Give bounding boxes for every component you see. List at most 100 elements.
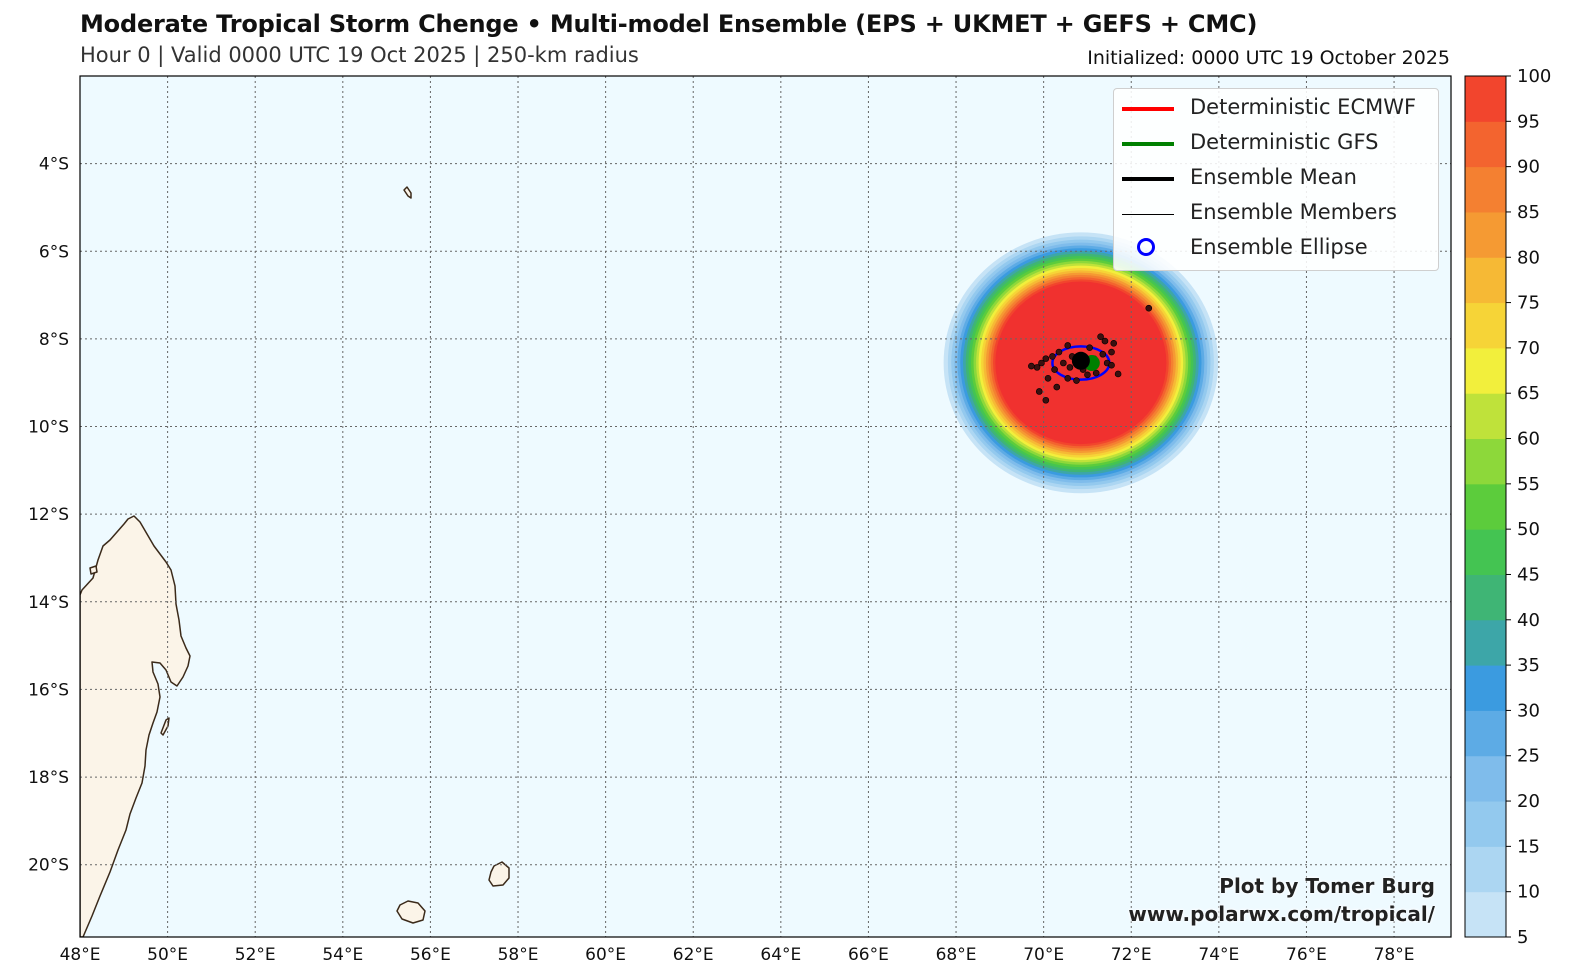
ensemble-member-point [1110, 339, 1118, 347]
lat-tick-label: 8°S [39, 330, 69, 350]
legend-swatch-ensemble-members [1122, 213, 1174, 215]
legend-label: Deterministic GFS [1190, 130, 1379, 154]
probability-colorbar: 5 10 15 20 25 30 35 40 45 50 55 60 65 70 75 80 85 90 95 100 [1464, 66, 1551, 948]
graticule [80, 76, 1451, 937]
ensemble-member-point [1084, 371, 1091, 379]
legend-label: Ensemble Members [1190, 200, 1397, 224]
colorbar-segment [1465, 347, 1506, 394]
colorbar-segment [1465, 529, 1506, 575]
ensemble-member-point [1101, 337, 1109, 345]
map-frame [79, 75, 1452, 938]
ensemble-member-point [1145, 304, 1153, 312]
colorbar-segment [1465, 211, 1506, 258]
map-legend: Deterministic ECMWF Deterministic GFS En… [1113, 88, 1439, 271]
lon-tick-label: 76°E [1286, 945, 1327, 965]
ensemble-member-point [1028, 362, 1035, 370]
ensemble-member-point [1073, 377, 1080, 384]
ensemble-member-point [1114, 370, 1122, 378]
ensemble-member-point [1044, 375, 1052, 382]
ensemble-member-point [1042, 396, 1050, 404]
axis-tick-labels: 48°E 50°E 52°E 54°E 56°E 58°E 60°E 62°E 64°E 66°E… [28, 155, 1414, 965]
lat-tick-label: 20°S [28, 856, 69, 876]
legend-swatch-gfs [1122, 141, 1174, 146]
lon-tick-label: 66°E [848, 945, 889, 965]
colorbar-segment [1465, 257, 1506, 304]
lon-tick-label: 74°E [1198, 945, 1239, 965]
ensemble-member-point [1097, 333, 1104, 341]
colorbar-tick-label: 60 [1517, 429, 1540, 450]
ensemble-member-point [1086, 344, 1093, 351]
colorbar-tick-label: 10 [1517, 882, 1540, 903]
colorbar-segment [1465, 393, 1506, 440]
legend-swatch-ecmwf [1122, 106, 1174, 111]
lat-tick-label: 10°S [28, 418, 69, 438]
colorbar-tick-label: 20 [1517, 791, 1540, 812]
lon-tick-label: 52°E [235, 945, 276, 965]
colorbar-segment [1465, 574, 1506, 621]
colorbar-segment [1465, 438, 1506, 485]
colorbar-tick-label: 50 [1517, 519, 1540, 540]
colorbar-segment [1465, 166, 1506, 213]
colorbar-tick-label: 40 [1517, 610, 1540, 631]
colorbar-frame [1464, 75, 1507, 938]
colorbar-segment [1465, 801, 1506, 847]
colorbar-tick-label: 70 [1517, 338, 1540, 359]
colorbar-segment [1465, 891, 1506, 938]
legend-label: Ensemble Mean [1190, 165, 1357, 189]
ensemble-member-point [1049, 353, 1056, 360]
lon-tick-label: 68°E [936, 945, 977, 965]
lon-tick-label: 56°E [410, 945, 451, 965]
ensemble-member-point [1108, 361, 1115, 369]
colorbar-segment [1465, 710, 1506, 757]
colorbar-segment [1465, 483, 1506, 530]
lon-tick-label: 78°E [1374, 945, 1415, 965]
sainte-marie-island [160, 717, 170, 736]
lon-tick-label: 70°E [1023, 945, 1064, 965]
colorbar-segment [1465, 619, 1506, 666]
legend-label: Ensemble Ellipse [1190, 235, 1368, 259]
ensemble-member-point [1092, 369, 1100, 377]
colorbar-segment [1465, 121, 1506, 168]
legend-swatch-ensemble-mean [1122, 176, 1174, 181]
mahe-island [403, 186, 412, 199]
ensemble-member-point [1060, 359, 1067, 367]
lon-tick-label: 50°E [147, 945, 188, 965]
legend-label: Deterministic ECMWF [1190, 95, 1417, 119]
lon-tick-label: 62°E [673, 945, 714, 965]
legend-item-ensemble-mean: Ensemble Mean [1114, 161, 1438, 196]
lat-tick-label: 4°S [39, 155, 69, 175]
colorbar-tick-label: 55 [1517, 474, 1540, 495]
legend-item-ensemble-ellipse: Ensemble Ellipse [1114, 231, 1438, 266]
colorbar-segment [1465, 665, 1506, 711]
legend-item-gfs: Deterministic GFS [1114, 126, 1438, 161]
colorbar-tick-label: 65 [1517, 383, 1540, 404]
ensemble-member-point [1042, 355, 1050, 362]
lat-tick-label: 14°S [28, 593, 69, 613]
lon-tick-label: 58°E [498, 945, 539, 965]
plot-title: Moderate Tropical Storm Chenge • Multi-m… [80, 10, 1258, 38]
colorbar-tick-label: 100 [1517, 66, 1551, 87]
lon-tick-label: 60°E [585, 945, 626, 965]
colorbar-segment [1465, 302, 1506, 349]
colorbar-tick-label: 5 [1517, 927, 1528, 948]
credit-url: www.polarwx.com/tropical/ [1128, 902, 1435, 926]
ensemble-members-layer [1028, 304, 1153, 404]
ellipse-marker-icon [1137, 238, 1155, 256]
ensemble-member-point [1064, 342, 1072, 349]
initialized-time: Initialized: 0000 UTC 19 October 2025 [1087, 47, 1450, 69]
lon-tick-label: 64°E [760, 945, 801, 965]
plot-subtitle: Hour 0 | Valid 0000 UTC 19 Oct 2025 | 25… [80, 43, 639, 67]
ensemble-member-point [1099, 350, 1107, 358]
lon-tick-label: 48°E [60, 945, 101, 965]
colorbar-segment [1465, 755, 1506, 802]
ensemble-member-point [1066, 364, 1074, 371]
legend-item-ensemble-members: Ensemble Members [1114, 196, 1438, 231]
colorbar-segment [1465, 76, 1506, 122]
lat-tick-label: 16°S [28, 680, 69, 700]
ensemble-member-point [1108, 348, 1115, 356]
colorbar-tick-label: 75 [1517, 293, 1540, 314]
colorbar-segment [1465, 846, 1506, 893]
reunion-island [396, 900, 426, 924]
colorbar-tick-label: 80 [1517, 247, 1540, 268]
ensemble-member-point [1038, 359, 1045, 367]
